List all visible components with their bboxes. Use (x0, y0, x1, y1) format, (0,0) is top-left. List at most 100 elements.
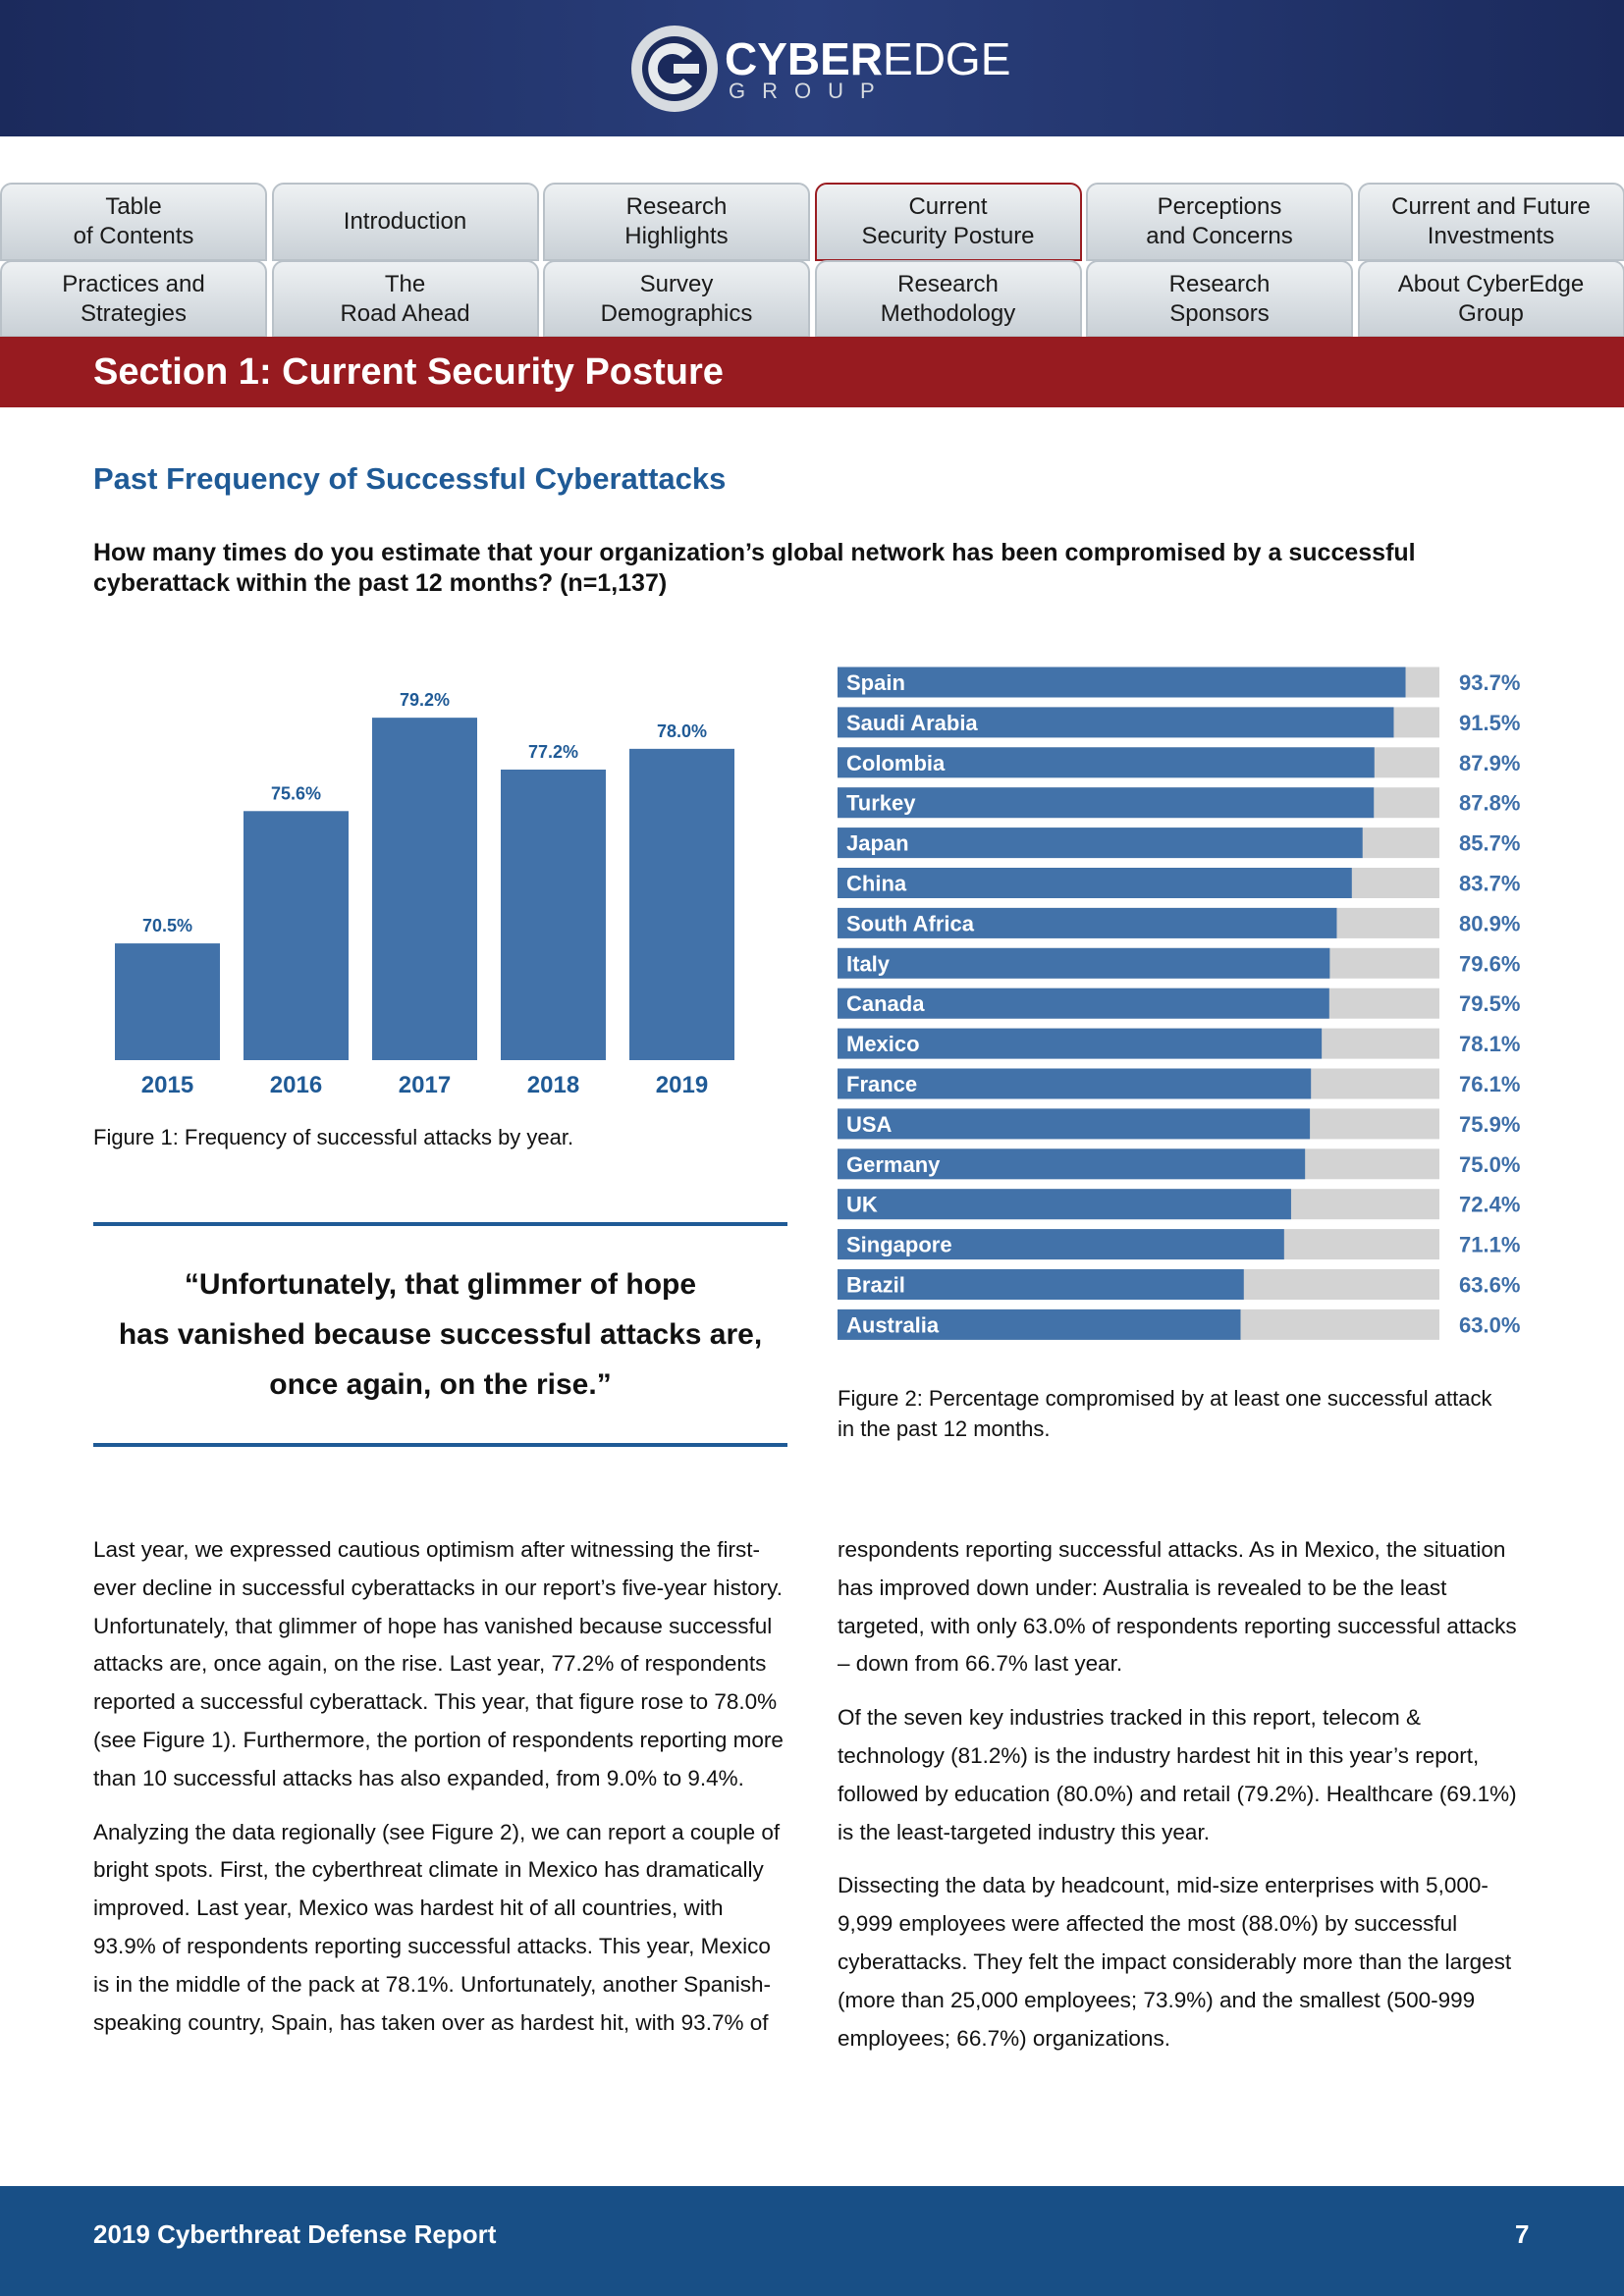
data-label: 71.1% (1459, 1233, 1520, 1257)
category-label: Canada (846, 991, 925, 1016)
heading: Past Frequency of Successful Cyberattack… (93, 461, 727, 496)
category-label: Spain (846, 670, 905, 695)
nav-tab[interactable]: The Road Ahead (271, 260, 539, 338)
nav-tab[interactable]: Table of Contents (0, 183, 267, 261)
bar (838, 947, 1330, 979)
country-chart: Spain 93.7% Saudi Arabia 91.5% Colombia 87.9%… (838, 667, 1520, 1340)
data-label: 76.1% (1459, 1072, 1520, 1096)
data-label: 79.2% (400, 690, 450, 710)
paragraph: Analyzing the data regionally (see Figur… (93, 1819, 781, 2035)
bar (838, 907, 1337, 938)
nav-tab[interactable]: Perceptions and Concerns (1086, 183, 1353, 261)
nav-tab[interactable]: Current and Future Investments (1357, 183, 1624, 261)
footer-title: 2019 Cyberthreat Defense Report (93, 2219, 497, 2249)
header: CYBEREDGE GROUP (0, 0, 1624, 136)
section-bar: Section 1: Current Security Posture (0, 337, 1624, 407)
x-tick-label: 2017 (399, 1072, 451, 1098)
category-label: China (846, 872, 907, 896)
x-tick-label: 2015 (141, 1072, 193, 1098)
bar (838, 747, 1375, 778)
category-label: Singapore (846, 1233, 952, 1257)
page-number: 7 (1515, 2219, 1530, 2249)
bar (838, 988, 1329, 1019)
data-label: 83.7% (1459, 872, 1520, 896)
section-title: Section 1: Current Security Posture (93, 351, 724, 393)
logo-bold: CYBER (725, 33, 883, 84)
bar (244, 811, 349, 1060)
paragraph: Last year, we expressed cautious optimis… (93, 1537, 784, 1790)
data-label: 63.6% (1459, 1273, 1520, 1298)
category-label: Saudi Arabia (846, 711, 978, 735)
logo-light: EDGE (883, 33, 1010, 84)
bar (838, 667, 1406, 698)
bar (838, 1108, 1311, 1140)
data-label: 93.7% (1459, 670, 1520, 695)
bar (372, 718, 477, 1060)
category-label: Turkey (846, 791, 916, 816)
bar (838, 1148, 1306, 1180)
data-label: 63.0% (1459, 1312, 1520, 1337)
bar (838, 868, 1352, 898)
category-label: UK (846, 1193, 878, 1217)
nav-tab[interactable]: About CyberEdge Group (1357, 260, 1624, 338)
data-label: 75.0% (1459, 1152, 1520, 1177)
data-label: 72.4% (1459, 1193, 1520, 1217)
x-tick-label: 2019 (656, 1072, 708, 1098)
bar (838, 787, 1375, 819)
category-label: Australia (846, 1312, 940, 1337)
category-label: Germany (846, 1152, 941, 1177)
pull-quote: “Unfortunately, that glimmer of hope has… (93, 1222, 787, 1447)
logo-sub: GROUP (729, 79, 892, 103)
nav-tab[interactable]: Survey Demographics (543, 260, 810, 338)
nav-tab[interactable]: Research Sponsors (1086, 260, 1353, 338)
question: How many times do you estimate that your… (93, 539, 1416, 597)
category-label: Italy (846, 951, 891, 976)
figure-caption: Figure 2: Percentage compromised by at l… (838, 1386, 1492, 1441)
nav-tab[interactable]: Introduction (271, 183, 539, 261)
category-label: USA (846, 1112, 893, 1137)
nav-tab[interactable]: Current Security Posture (814, 183, 1082, 261)
data-label: 75.9% (1459, 1112, 1520, 1137)
data-label: 85.7% (1459, 831, 1520, 856)
category-label: Mexico (846, 1032, 920, 1056)
body-column: Last year, we expressed cautious optimis… (93, 1531, 788, 2057)
category-label: France (846, 1072, 917, 1096)
logo-name: CYBEREDGE (725, 33, 1010, 84)
category-label: Colombia (846, 751, 946, 775)
category-label: Brazil (846, 1273, 905, 1298)
data-label: 91.5% (1459, 711, 1520, 735)
category-label: South Africa (846, 911, 975, 935)
nav-tab[interactable]: Practices and Strategies (0, 260, 267, 338)
data-label: 87.9% (1459, 751, 1520, 775)
bar (838, 1229, 1284, 1260)
bar (838, 1308, 1241, 1340)
figure-caption: Figure 1: Frequency of successful attack… (93, 1125, 574, 1149)
paragraph: Dissecting the data by headcount, mid-si… (838, 1873, 1512, 2051)
bar (629, 748, 734, 1060)
category-label: Japan (846, 831, 909, 856)
paragraph: respondents reporting successful attacks… (838, 1537, 1517, 1677)
paragraph: Of the seven key industries tracked in t… (838, 1705, 1517, 1844)
nav-tab[interactable]: Research Highlights (543, 183, 810, 261)
data-label: 70.5% (142, 916, 192, 935)
body-column: respondents reporting successful attacks… (838, 1531, 1533, 2073)
bar (501, 770, 606, 1060)
bar (838, 1068, 1312, 1099)
bar (838, 1189, 1291, 1220)
year-chart: 70.5% 2015 75.6% 2016 79.2% 2017 77.2% 2018 78.0… (115, 690, 734, 1098)
data-label: 79.5% (1459, 991, 1520, 1016)
nav-tab[interactable]: Research Methodology (814, 260, 1082, 338)
logo: CYBEREDGE GROUP (631, 26, 1010, 112)
data-label: 80.9% (1459, 911, 1520, 935)
bar (838, 1028, 1323, 1059)
x-tick-label: 2016 (270, 1072, 322, 1098)
data-label: 87.8% (1459, 791, 1520, 816)
logo-bar (674, 64, 699, 74)
data-label: 78.0% (657, 721, 707, 741)
data-label: 78.1% (1459, 1032, 1520, 1056)
bar (838, 1269, 1244, 1300)
bar (115, 943, 220, 1060)
logo-c (648, 43, 692, 95)
data-label: 79.6% (1459, 951, 1520, 976)
